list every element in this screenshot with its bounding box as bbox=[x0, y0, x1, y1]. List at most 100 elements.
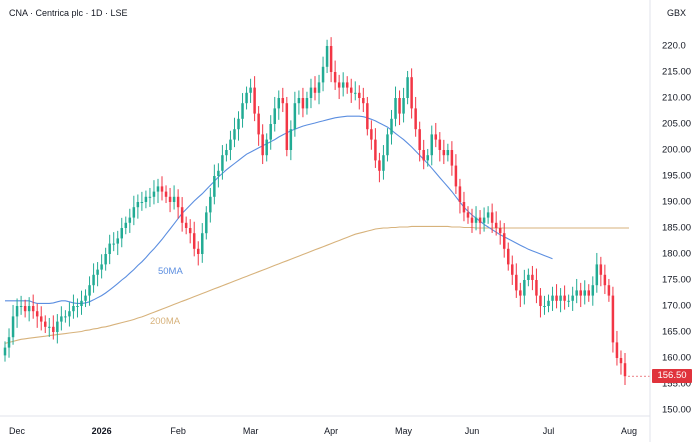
candle-body bbox=[56, 321, 59, 332]
candle-body bbox=[108, 243, 111, 254]
price-tick-label: 160.00 bbox=[662, 352, 692, 364]
candle-body bbox=[285, 103, 289, 150]
candle-body bbox=[213, 176, 216, 197]
candle-body bbox=[68, 311, 71, 317]
candle-body bbox=[345, 82, 349, 88]
candle-body bbox=[519, 290, 522, 296]
candle-body bbox=[349, 87, 353, 93]
price-tick-label: 170.00 bbox=[662, 300, 692, 312]
candle-body bbox=[321, 66, 325, 83]
candle-body bbox=[506, 248, 510, 265]
candle-body bbox=[486, 212, 490, 218]
time-tick-label: May bbox=[395, 426, 413, 436]
candle-body bbox=[277, 98, 281, 109]
candle-body bbox=[60, 316, 63, 322]
candle-body bbox=[466, 212, 470, 218]
candle-body bbox=[92, 274, 95, 286]
candle-body bbox=[27, 306, 31, 312]
candle-body bbox=[362, 98, 365, 104]
candle-body bbox=[100, 264, 103, 270]
candle-body bbox=[136, 202, 140, 208]
price-tick-label: 190.00 bbox=[662, 196, 692, 208]
candle-body bbox=[205, 212, 208, 234]
candle-body bbox=[293, 103, 297, 130]
candle-body bbox=[603, 274, 607, 286]
candle-body bbox=[148, 196, 152, 198]
ma50-line bbox=[5, 115, 553, 304]
candle-body bbox=[563, 295, 566, 301]
last-price-label: 156.50 bbox=[652, 369, 692, 384]
candle-body bbox=[418, 129, 421, 150]
time-tick-label: Aug bbox=[621, 426, 638, 436]
candle-body bbox=[48, 326, 51, 328]
candle-body bbox=[209, 196, 212, 213]
candle-body bbox=[410, 77, 413, 109]
time-tick-label: Dec bbox=[9, 426, 26, 436]
candle-body bbox=[301, 98, 305, 109]
candle-body bbox=[116, 238, 119, 244]
candle-body bbox=[482, 217, 486, 223]
candle-body bbox=[527, 274, 530, 280]
candle-body bbox=[470, 217, 474, 223]
price-tick-label: 180.00 bbox=[662, 248, 692, 260]
candle-body bbox=[337, 82, 341, 88]
candle-body bbox=[366, 103, 369, 130]
candle-body bbox=[229, 139, 232, 150]
candle-body bbox=[11, 316, 15, 338]
candle-body bbox=[325, 46, 329, 67]
candle-body bbox=[430, 134, 434, 156]
candle-body bbox=[64, 316, 67, 318]
price-tick-label: 155.00 bbox=[662, 378, 692, 390]
candle-body bbox=[382, 155, 385, 171]
candle-body bbox=[265, 139, 268, 156]
candle-body bbox=[297, 98, 301, 104]
candle-body bbox=[523, 280, 526, 296]
candle-body bbox=[35, 311, 39, 317]
candle-body bbox=[188, 228, 192, 234]
candle-body bbox=[309, 87, 313, 98]
candle-body bbox=[490, 212, 494, 223]
candle-body bbox=[76, 306, 79, 307]
candle-body bbox=[494, 222, 498, 228]
price-tick-label: 205.00 bbox=[662, 118, 692, 130]
price-tick-label: 175.00 bbox=[662, 274, 692, 286]
candle-body bbox=[3, 347, 7, 356]
candle-body bbox=[623, 363, 627, 377]
candle-body bbox=[152, 191, 156, 197]
candle-body bbox=[39, 316, 43, 322]
candle-body bbox=[253, 87, 256, 114]
candle-body bbox=[31, 306, 35, 312]
candle-body bbox=[237, 118, 240, 130]
candle-body bbox=[595, 264, 599, 286]
candle-body bbox=[579, 290, 582, 296]
ma200-label: 200MA bbox=[149, 315, 181, 327]
candle-body bbox=[515, 274, 518, 291]
candle-body bbox=[446, 150, 450, 156]
candle-body bbox=[462, 202, 466, 213]
candle-body bbox=[454, 165, 458, 187]
time-tick-label: Feb bbox=[170, 426, 186, 436]
candle-body bbox=[502, 233, 506, 249]
candle-body bbox=[172, 196, 176, 202]
symbol-title: CNA · Centrica plc · 1D · LSE bbox=[9, 8, 128, 18]
candle-body bbox=[281, 98, 285, 104]
candle-body bbox=[571, 295, 574, 301]
time-tick-label: Mar bbox=[242, 426, 259, 436]
candle-body bbox=[44, 321, 47, 327]
candle-body bbox=[478, 217, 482, 223]
candle-body bbox=[233, 129, 236, 140]
candle-body bbox=[547, 300, 550, 306]
candle-body bbox=[559, 295, 562, 301]
candle-body bbox=[84, 295, 87, 301]
candle-body bbox=[19, 306, 23, 307]
candle-body bbox=[96, 269, 99, 275]
candle-body bbox=[269, 124, 272, 140]
candle-body bbox=[390, 118, 393, 135]
candle-body bbox=[474, 217, 478, 223]
price-tick-label: 150.00 bbox=[662, 404, 692, 416]
candle-body bbox=[180, 207, 184, 223]
candle-body bbox=[52, 326, 55, 332]
candle-body bbox=[124, 222, 128, 228]
